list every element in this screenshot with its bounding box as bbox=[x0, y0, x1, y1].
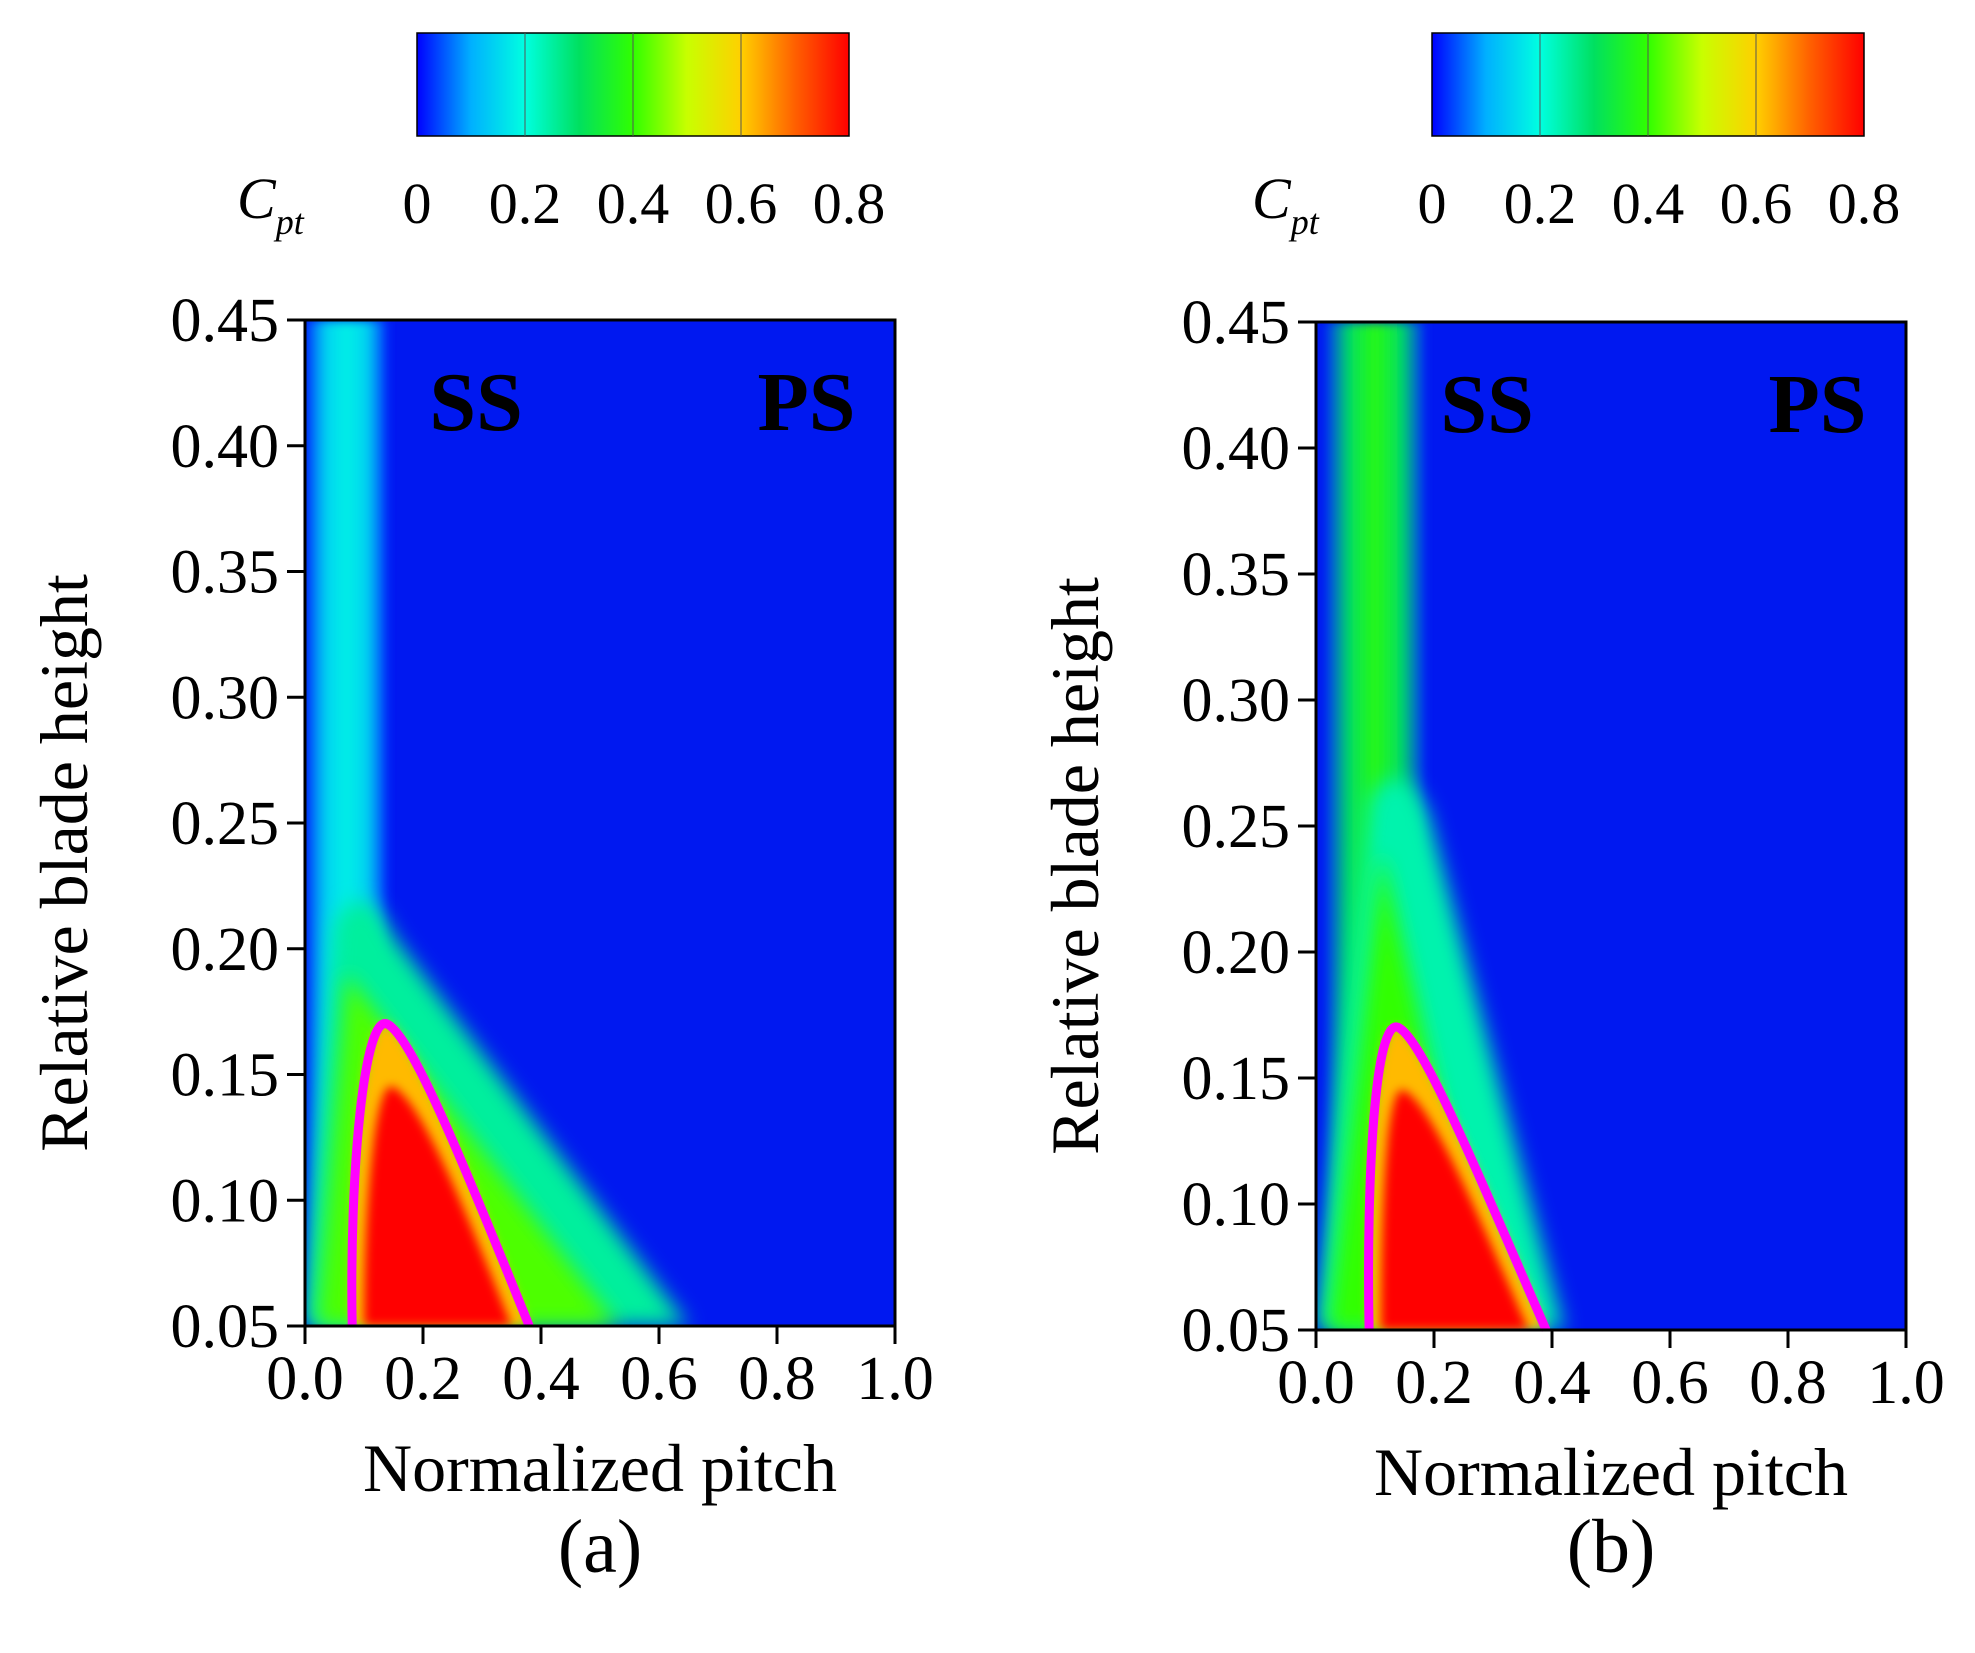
loss-core-contour bbox=[347, 1019, 534, 1328]
colorbar-label: Cpt bbox=[237, 166, 305, 242]
y-tick-label: 0.20 bbox=[171, 916, 280, 984]
suction-side-label: SS bbox=[429, 356, 522, 449]
y-tick-label: 0.45 bbox=[171, 287, 280, 355]
loss-core-contour bbox=[1364, 1022, 1551, 1332]
chart-panel-b: 0 0.2 0.4 0.6 0.8 Cpt 0.0 0.2 0.4 0.6 0.8 1.0 0.05 0.… bbox=[1037, 32, 1945, 1589]
x-tick-label: 0.6 bbox=[1631, 1349, 1709, 1417]
y-tick-label: 0.25 bbox=[1182, 793, 1291, 861]
chart-panel-a: 0 0.2 0.4 0.6 0.8 Cpt 0.0 0.2 0.4 0.6 0.8 1.0 0.05 0.… bbox=[26, 32, 934, 1589]
x-tick-label: 0.2 bbox=[1395, 1349, 1473, 1417]
y-tick-label: 0.40 bbox=[1182, 415, 1291, 483]
y-tick-label: 0.20 bbox=[1182, 919, 1291, 987]
y-tick-label: 0.15 bbox=[1182, 1045, 1291, 1113]
y-tick-label: 0.30 bbox=[1182, 667, 1291, 735]
colorbar-label: Cpt bbox=[1252, 166, 1320, 242]
colorbar-tick-label: 0.8 bbox=[813, 171, 886, 236]
y-tick-label: 0.35 bbox=[171, 539, 280, 607]
y-axis-label: Relative blade height bbox=[26, 574, 102, 1152]
colorbar-tick-label: 0 bbox=[1418, 171, 1447, 236]
y-tick-label: 0.05 bbox=[171, 1293, 280, 1361]
y-tick-label: 0.10 bbox=[171, 1167, 280, 1235]
y-axis-label: Relative blade height bbox=[1037, 577, 1113, 1155]
colorbar-tick-label: 0.2 bbox=[1504, 171, 1577, 236]
x-tick-label: 0.6 bbox=[620, 1345, 698, 1413]
x-axis-label: Normalized pitch bbox=[1374, 1434, 1848, 1510]
x-tick-label: 0.0 bbox=[1277, 1349, 1355, 1417]
pressure-side-label: PS bbox=[757, 356, 855, 449]
x-tick-label: 1.0 bbox=[856, 1345, 934, 1413]
loss-core bbox=[364, 1086, 512, 1326]
x-tick-label: 0.2 bbox=[384, 1345, 462, 1413]
suction-side-label: SS bbox=[1440, 358, 1533, 451]
colorbar-tick-label: 0.4 bbox=[597, 171, 670, 236]
panel-label: (b) bbox=[1567, 1505, 1656, 1589]
y-tick-label: 0.05 bbox=[1182, 1297, 1291, 1365]
y-tick-label: 0.45 bbox=[1182, 289, 1291, 357]
x-tick-label: 0.4 bbox=[1513, 1349, 1591, 1417]
x-tick-label: 1.0 bbox=[1867, 1349, 1945, 1417]
y-tick-label: 0.30 bbox=[171, 664, 280, 732]
loss-core bbox=[1380, 1089, 1529, 1330]
heatmap-field bbox=[1316, 322, 1906, 1330]
panel-label: (a) bbox=[558, 1505, 642, 1589]
x-tick-label: 0.0 bbox=[266, 1345, 344, 1413]
x-tick-label: 0.4 bbox=[502, 1345, 580, 1413]
x-tick-label: 0.8 bbox=[1749, 1349, 1827, 1417]
y-tick-label: 0.35 bbox=[1182, 541, 1291, 609]
colorbar-tick-label: 0.2 bbox=[489, 171, 562, 236]
x-axis-label: Normalized pitch bbox=[363, 1430, 837, 1506]
y-tick-label: 0.25 bbox=[171, 790, 280, 858]
colorbar-tick-label: 0.4 bbox=[1612, 171, 1685, 236]
colorbar-tick-label: 0 bbox=[403, 171, 432, 236]
pressure-side-label: PS bbox=[1768, 358, 1866, 451]
colorbar-tick-label: 0.8 bbox=[1828, 171, 1901, 236]
heatmap-field bbox=[305, 320, 895, 1326]
colorbar-tick-label: 0.6 bbox=[1720, 171, 1793, 236]
colorbar-tick-label: 0.6 bbox=[705, 171, 778, 236]
y-tick-label: 0.10 bbox=[1182, 1171, 1291, 1239]
y-tick-label: 0.40 bbox=[171, 413, 280, 481]
y-tick-label: 0.15 bbox=[171, 1042, 280, 1110]
x-tick-label: 0.8 bbox=[738, 1345, 816, 1413]
